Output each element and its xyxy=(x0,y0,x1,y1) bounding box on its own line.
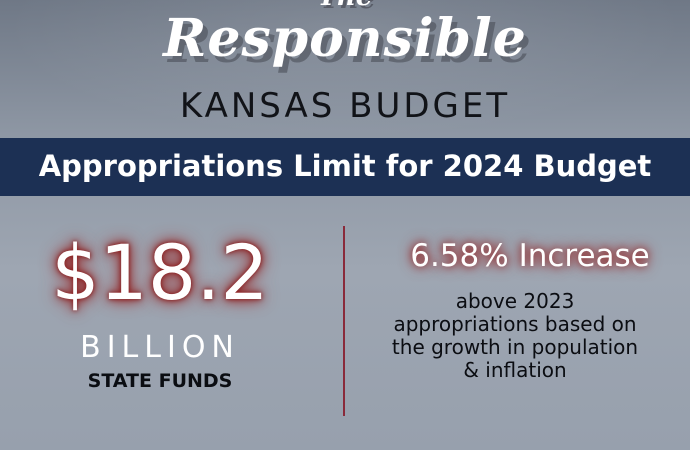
vertical-divider xyxy=(343,226,345,416)
banner: Appropriations Limit for 2024 Budget xyxy=(0,138,690,196)
description-line: above 2023 xyxy=(455,289,575,313)
description-line: & inflation xyxy=(463,358,567,382)
title-responsible: Responsible xyxy=(163,8,527,69)
budget-unit: BILLION xyxy=(80,330,240,365)
description-line: appropriations based on xyxy=(393,312,637,336)
description-line: the growth in population xyxy=(391,335,639,359)
header-background xyxy=(0,0,690,140)
banner-title: Appropriations Limit for 2024 Budget xyxy=(38,149,652,183)
title-the: The xyxy=(300,0,390,12)
increase-description: above 2023 appropriations based on the g… xyxy=(360,290,670,382)
budget-amount: $18.2 xyxy=(51,228,269,317)
increase-percentage: 6.58% Increase xyxy=(410,238,650,274)
budget-label: STATE FUNDS xyxy=(87,370,233,392)
title-kansas-budget: KANSAS BUDGET xyxy=(179,86,511,126)
